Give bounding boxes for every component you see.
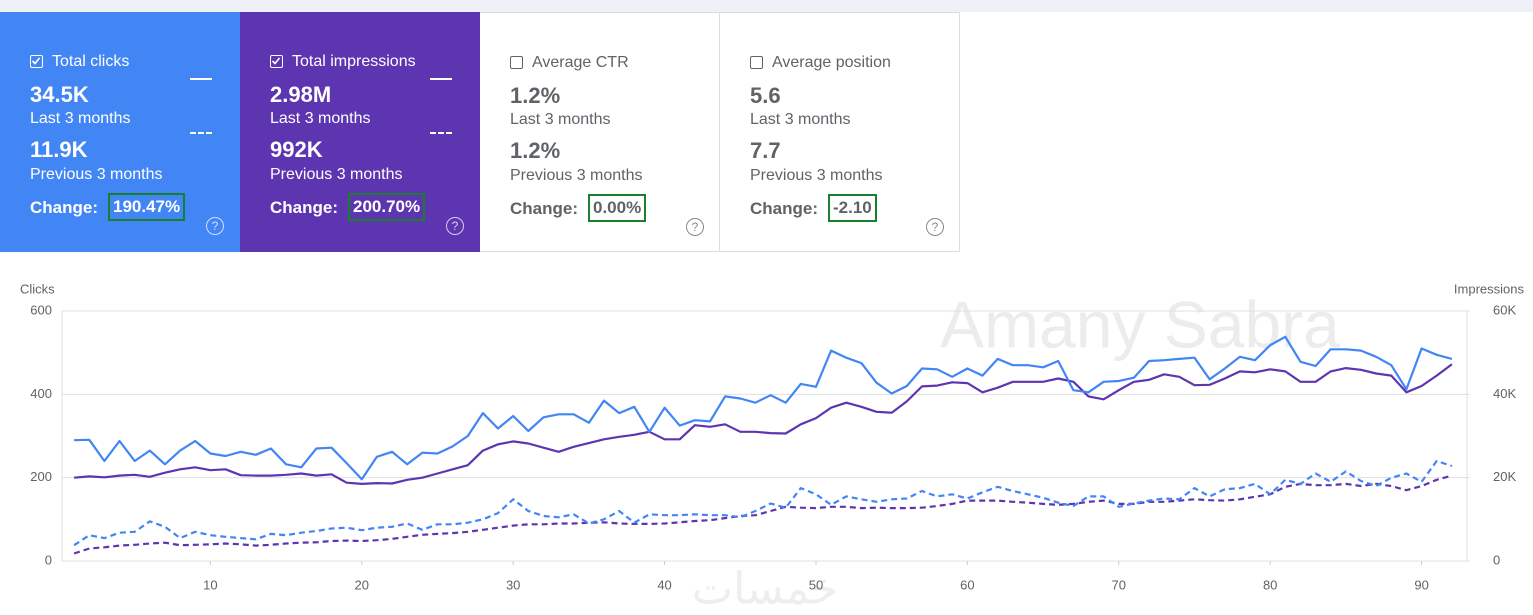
x-tick-label: 10 (203, 577, 217, 592)
current-value: 1.2% (510, 83, 561, 108)
previous-value: 11.9K (30, 137, 88, 162)
series-line (74, 363, 1453, 485)
change-label: Change: (270, 198, 338, 217)
legend-solid (430, 78, 452, 80)
x-tick-label: 40 (657, 577, 671, 592)
legend-solid (190, 78, 212, 80)
check-mark (31, 57, 41, 65)
x-tick-label: 20 (355, 577, 369, 592)
card-label: Average position (772, 54, 891, 71)
previous-value: 992K (270, 137, 323, 162)
metric-card[interactable]: Total clicks 34.5K Last 3 months 11.9K Previ… (0, 12, 240, 252)
checkbox[interactable] (510, 56, 523, 69)
current-value: 2.98M (270, 82, 332, 107)
help-icon[interactable]: ? (926, 218, 944, 236)
change-label: Change: (510, 199, 578, 218)
metric-card[interactable]: Average position 5.6 Last 3 months 7.7 Previ… (720, 12, 960, 252)
checkbox[interactable] (270, 55, 283, 68)
change-value: -2.10 (828, 194, 877, 222)
card-label: Total impressions (292, 53, 416, 70)
x-tick-label: 70 (1112, 577, 1126, 592)
metric-card[interactable]: Total impressions 2.98M Last 3 months 992K P… (240, 12, 480, 252)
series-line (73, 474, 1453, 555)
previous-period: Previous 3 months (270, 166, 403, 183)
y2-tick-label: 40K (1493, 386, 1516, 401)
help-icon[interactable]: ? (446, 217, 464, 235)
y-tick-label: 0 (45, 552, 52, 567)
previous-period: Previous 3 months (510, 167, 643, 184)
watermark: Amany Sabra (940, 287, 1340, 361)
change-value: 200.70% (348, 193, 426, 221)
x-tick-label: 50 (809, 577, 823, 592)
checkbox[interactable] (30, 55, 43, 68)
checkbox[interactable] (750, 56, 763, 69)
watermark-footer: خمسات (692, 565, 839, 614)
y-axis-label: Clicks (20, 281, 55, 296)
current-value: 5.6 (750, 83, 781, 108)
y2-tick-label: 0 (1493, 552, 1500, 567)
x-tick-label: 30 (506, 577, 520, 592)
previous-value: 1.2% (510, 138, 561, 163)
x-tick-label: 80 (1263, 577, 1277, 592)
x-tick-label: 60 (960, 577, 974, 592)
y2-tick-label: 20K (1493, 469, 1516, 484)
help-icon[interactable]: ? (686, 218, 704, 236)
y2-axis-label: Impressions (1454, 281, 1525, 296)
change-label: Change: (30, 198, 98, 217)
series-line (74, 335, 1453, 481)
legend-dashed (190, 132, 212, 134)
y-tick-label: 400 (30, 386, 52, 401)
card-label: Total clicks (52, 53, 130, 70)
check-mark (271, 57, 281, 65)
metric-card[interactable]: Average CTR 1.2% Last 3 months 1.2% Previous… (480, 12, 720, 252)
legend-dashed (430, 132, 452, 134)
change-value: 190.47% (108, 193, 186, 221)
card-label: Average CTR (532, 54, 629, 71)
series-line (73, 459, 1453, 547)
top-bar (0, 0, 1533, 12)
current-period: Last 3 months (30, 110, 131, 127)
current-value: 34.5K (30, 82, 89, 107)
change-label: Change: (750, 199, 818, 218)
current-period: Last 3 months (510, 111, 611, 128)
current-period: Last 3 months (270, 110, 371, 127)
previous-value: 7.7 (750, 138, 781, 163)
y2-tick-label: 60K (1493, 302, 1516, 317)
help-icon[interactable]: ? (206, 217, 224, 235)
y-tick-label: 200 (30, 469, 52, 484)
x-tick-label: 90 (1414, 577, 1428, 592)
y-tick-label: 600 (30, 302, 52, 317)
previous-period: Previous 3 months (750, 167, 883, 184)
current-period: Last 3 months (750, 111, 851, 128)
previous-period: Previous 3 months (30, 166, 163, 183)
change-value: 0.00% (588, 194, 647, 222)
